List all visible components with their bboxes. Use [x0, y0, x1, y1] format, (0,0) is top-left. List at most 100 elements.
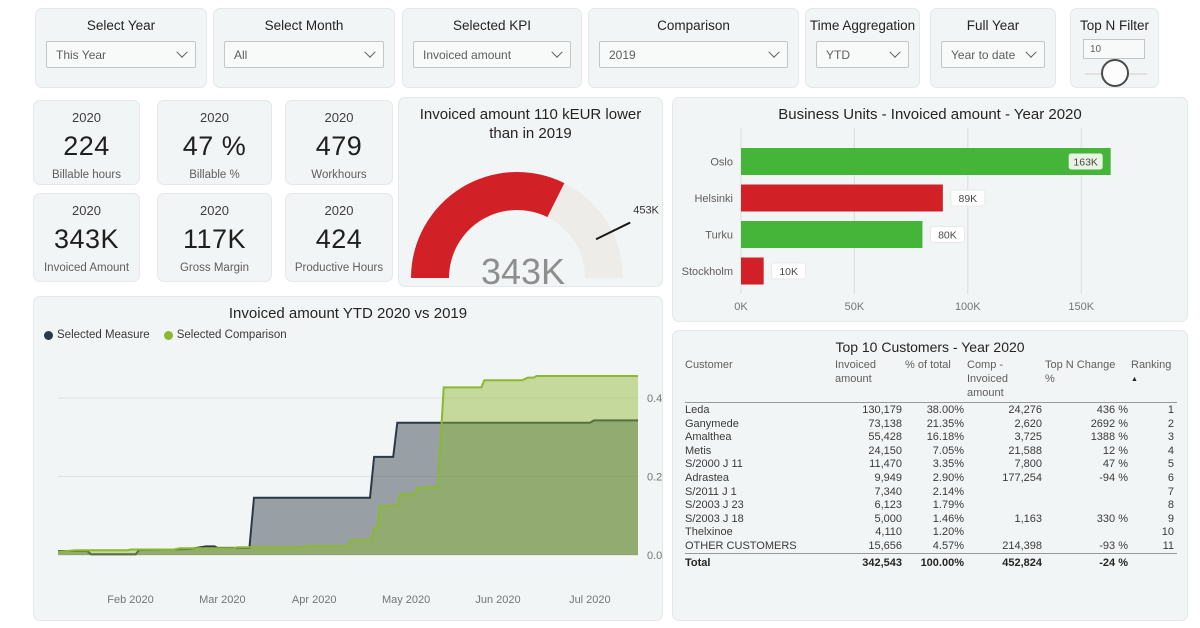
column-header-invoiced-amount[interactable]: Invoiced amount [835, 357, 905, 404]
table-cell: 4 [1167, 444, 1174, 457]
table-cell: 6 [1167, 472, 1174, 485]
table-cell: 2,620 [1014, 417, 1042, 430]
table-row[interactable]: S/2000 J 11 11,470 3.35% 7,800 47 % 5 [685, 458, 1177, 472]
table-cell: 3 [1167, 431, 1174, 444]
table-cell: 1388 % [1090, 431, 1128, 444]
comparison-dropdown[interactable]: 2019 [599, 41, 788, 68]
table-row[interactable]: Ganymede 73,138 21.35% 2,620 2692 % 2 [685, 417, 1177, 431]
bar-turku[interactable] [741, 221, 923, 248]
table-cell: 24,276 [1008, 404, 1042, 417]
table-cell: 7.05% [932, 444, 964, 457]
filter-title: Full Year [966, 18, 1020, 33]
filter-title: Select Year [86, 18, 156, 33]
table-row[interactable]: S/2011 J 1 7,340 2.14% 7 [685, 485, 1177, 499]
table-row[interactable]: Adrastea 9,949 2.90% 177,254 -94 % 6 [685, 471, 1177, 485]
table-row[interactable]: S/2003 J 18 5,000 1.46% 1,163 330 % 9 [685, 512, 1177, 526]
filter-title: Comparison [657, 18, 730, 33]
kpi-year: 2020 [72, 110, 101, 125]
area-chart-title: Invoiced amount YTD 2020 vs 2019 [228, 305, 468, 322]
column-header-ranking[interactable]: Ranking ▲ [1131, 357, 1177, 404]
table-cell: 1,163 [1014, 512, 1042, 525]
kpi-label: Workhours [311, 169, 367, 181]
table-cell: 1.20% [932, 526, 964, 539]
table-row[interactable]: Amalthea 55,428 16.18% 3,725 1388 % 3 [685, 430, 1177, 444]
bar-value-pill [1068, 153, 1103, 170]
table-cell: -24 % [1045, 552, 1131, 570]
bar-value-label: 80K [938, 230, 957, 242]
table-cell: 3,725 [1014, 431, 1042, 444]
table-cell: 12 % [1102, 444, 1128, 457]
kpi-year: 2020 [324, 110, 354, 125]
column-header-customer[interactable]: Customer [685, 357, 835, 404]
filter-title: Time Aggregation [809, 18, 916, 33]
column-header-top-n-change-[interactable]: Top N Change % [1045, 357, 1131, 404]
table-cell: 73,138 [868, 417, 902, 430]
legend-item-selected-comparison[interactable]: Selected Comparison [163, 329, 287, 341]
full-year-dropdown[interactable]: Year to date [941, 41, 1045, 68]
filter-selected-kpi: Selected KPI Invoiced amount [402, 8, 582, 88]
table-cell: 21.35% [926, 417, 964, 430]
bar-stockholm[interactable] [741, 257, 764, 285]
chevron-down-icon [768, 46, 780, 58]
table-row[interactable]: OTHER CUSTOMERS 15,656 4.57% 214,398 -93 % 11 [685, 539, 1177, 553]
table-cell: 5 [1167, 458, 1174, 471]
bar-oslo[interactable] [741, 148, 1111, 175]
kpi-gross-margin: 2020 117K Gross Margin [157, 193, 272, 282]
y-tick-label: 0.4M [647, 393, 662, 405]
filter-time-aggregation: Time Aggregation YTD [805, 8, 920, 88]
table-cell: S/2003 J 18 [685, 512, 744, 525]
legend-dot-icon [163, 330, 173, 340]
kpi-billable-pct: 2020 47 % Billable % [157, 100, 272, 185]
bar-value-pill [771, 262, 807, 280]
table-row[interactable]: Leda 130,179 38.00% 24,276 436 % 1 [685, 403, 1177, 417]
table-cell: 7,800 [1014, 458, 1042, 471]
category-label: Oslo [710, 157, 733, 169]
table-row[interactable]: Metis 24,150 7.05% 21,588 12 % 4 [685, 444, 1177, 458]
column-header-comp-invoiced-amount[interactable]: Comp - Invoiced amount [967, 357, 1045, 404]
kpi-year: 2020 [200, 110, 229, 125]
selected-kpi-dropdown[interactable]: Invoiced amount [413, 41, 571, 68]
table-cell: Metis [685, 444, 712, 457]
table-cell: 10 [1161, 526, 1174, 539]
kpi-value: 224 [63, 131, 110, 161]
legend-dot-icon [44, 330, 53, 340]
table-cell: Ganymede [685, 417, 739, 430]
bar-helsinki[interactable] [741, 184, 943, 212]
dropdown-value: Invoiced amount [423, 47, 512, 62]
top-n-input[interactable] [1083, 39, 1145, 59]
legend-item-selected-measure[interactable]: Selected Measure [44, 329, 150, 341]
time-aggregation-dropdown[interactable]: YTD [816, 41, 909, 68]
area-fill-1 [58, 376, 638, 555]
table-row[interactable]: Thelxinoe 4,110 1.20% 10 [685, 526, 1177, 540]
select-month-dropdown[interactable]: All [224, 41, 384, 68]
area-chart: 0.0M 0.2M 0.4M [57, 375, 662, 562]
column-header--of-total[interactable]: % of total [905, 357, 967, 404]
top-n-slider-knob[interactable] [1101, 59, 1129, 87]
filter-full-year: Full Year Year to date [930, 8, 1056, 88]
table-cell [1045, 485, 1131, 499]
chevron-down-icon [364, 46, 376, 58]
table-cell: 177,254 [1002, 472, 1042, 485]
filter-title: Select Month [264, 18, 344, 33]
select-year-dropdown[interactable]: This Year [46, 41, 196, 68]
table-cell: 4.57% [932, 539, 964, 552]
table-row[interactable]: S/2003 J 23 6,123 1.79% 8 [685, 498, 1177, 512]
gauge-value-label: 343K [481, 251, 565, 286]
table-cell: 21,588 [1008, 444, 1042, 457]
filter-top-n: Top N Filter [1070, 8, 1159, 88]
category-label: Turku [705, 230, 733, 242]
area-line-1[interactable] [57, 375, 638, 553]
customers-table: Customer Invoiced amount% of total Comp - … [685, 357, 1177, 570]
filter-title: Selected KPI [452, 18, 532, 33]
x-axis-label: Jun 2020 [475, 594, 521, 606]
table-cell: 2692 % [1090, 417, 1128, 430]
table-cell: 11 [1162, 539, 1174, 552]
table-cell: 55,428 [868, 431, 902, 444]
sort-ascending-icon: ▲ [1131, 375, 1138, 383]
bar-chart-title: Business Units - Invoiced amount - Year … [778, 106, 1082, 123]
x-axis-label: Mar 2020 [199, 594, 246, 606]
bar-value-label: 89K [959, 193, 978, 205]
kpi-workhours: 2020 479 Workhours [285, 100, 393, 185]
x-tick-label: 0K [734, 301, 748, 313]
legend-label: Selected Comparison [176, 329, 287, 341]
